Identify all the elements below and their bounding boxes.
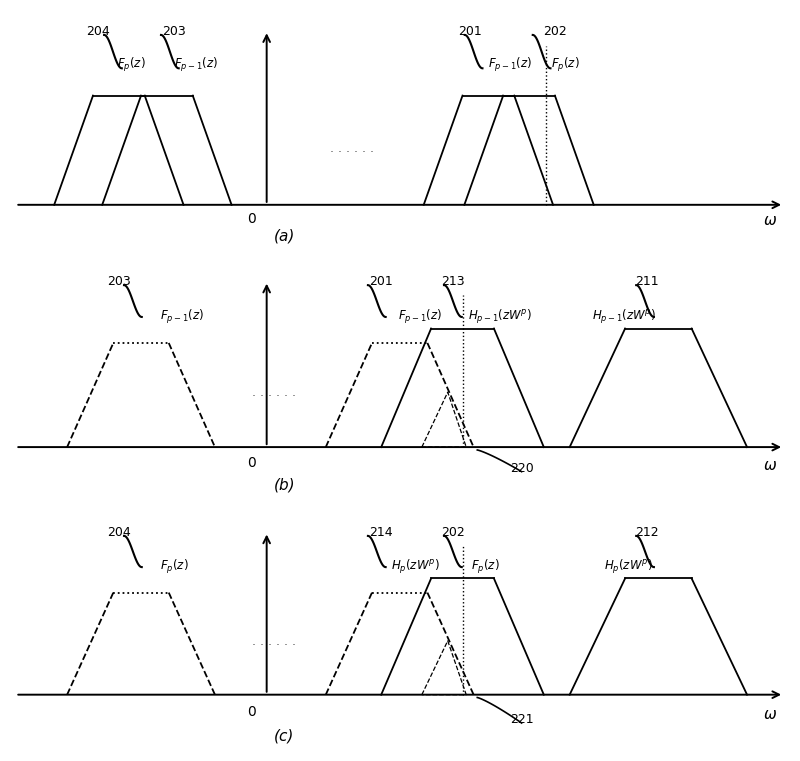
- Text: . . . . . .: . . . . . .: [252, 387, 296, 400]
- Text: 0: 0: [247, 705, 255, 718]
- Text: 202: 202: [441, 526, 465, 539]
- Text: $F_p(z)$: $F_p(z)$: [118, 56, 146, 75]
- Text: . . . . . .: . . . . . .: [252, 635, 296, 648]
- Text: 0: 0: [247, 456, 255, 470]
- Text: 212: 212: [635, 526, 659, 539]
- Text: $H_p(zW^p)$: $H_p(zW^p)$: [604, 558, 654, 576]
- Text: $F_{p-1}(z)$: $F_{p-1}(z)$: [174, 56, 218, 75]
- Text: $F_p(z)$: $F_p(z)$: [470, 558, 499, 576]
- Text: $F_p(z)$: $F_p(z)$: [551, 56, 580, 75]
- Text: $H_p(zW^p)$: $H_p(zW^p)$: [391, 558, 440, 576]
- Text: 203: 203: [107, 275, 130, 288]
- Text: $H_{p-1}(zW^p)$: $H_{p-1}(zW^p)$: [468, 308, 532, 326]
- Text: $\omega$: $\omega$: [762, 706, 777, 721]
- Text: 201: 201: [370, 275, 393, 288]
- Text: (a): (a): [274, 228, 295, 243]
- Text: $\omega$: $\omega$: [762, 213, 777, 228]
- Text: $F_{p-1}(z)$: $F_{p-1}(z)$: [159, 308, 203, 326]
- Text: 211: 211: [635, 275, 659, 288]
- Text: $F_p(z)$: $F_p(z)$: [159, 558, 188, 576]
- Text: 221: 221: [510, 713, 534, 726]
- Text: $\omega$: $\omega$: [762, 458, 777, 473]
- Text: 204: 204: [107, 526, 130, 539]
- Text: 220: 220: [510, 462, 534, 475]
- Text: 202: 202: [543, 25, 566, 38]
- Text: 0: 0: [247, 212, 255, 225]
- Text: . . . . . .: . . . . . .: [330, 142, 374, 154]
- Text: 214: 214: [370, 526, 393, 539]
- Text: 204: 204: [86, 25, 110, 38]
- Text: 201: 201: [458, 25, 482, 38]
- Text: (b): (b): [274, 478, 296, 493]
- Text: $H_{p-1}(zW^p)$: $H_{p-1}(zW^p)$: [591, 308, 656, 326]
- Text: $F_{p-1}(z)$: $F_{p-1}(z)$: [488, 56, 533, 75]
- Text: 203: 203: [162, 25, 186, 38]
- Text: 213: 213: [441, 275, 465, 288]
- Text: $F_{p-1}(z)$: $F_{p-1}(z)$: [398, 308, 442, 326]
- Text: (c): (c): [274, 728, 294, 743]
